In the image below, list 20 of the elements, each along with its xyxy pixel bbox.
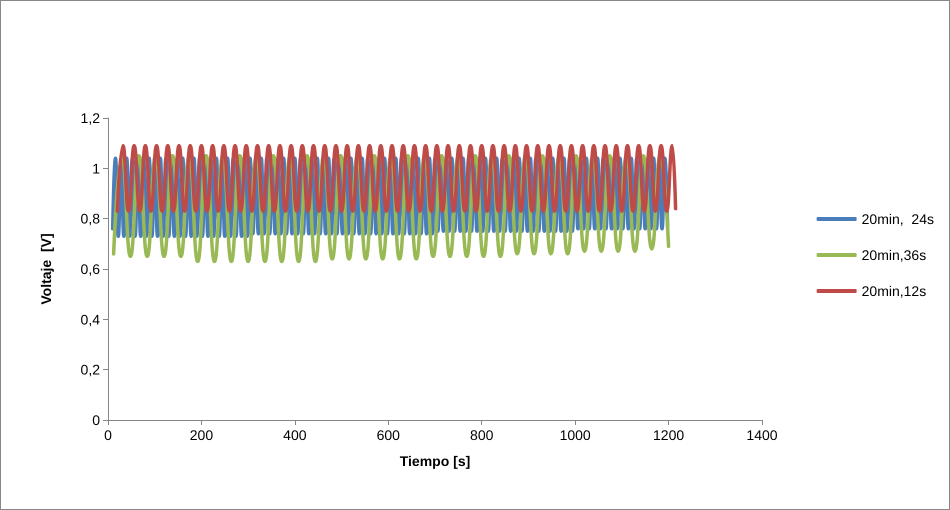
legend-label: 20min,36s	[862, 247, 926, 263]
y-tick-label: 0,8	[80, 210, 100, 227]
y-tick-label: 1	[92, 160, 100, 176]
x-tick-label: 800	[470, 427, 494, 443]
x-tick-label: 400	[283, 427, 307, 443]
legend-label: 20min,12s	[862, 283, 926, 299]
x-tick-label: 0	[104, 427, 112, 443]
legend-label: 20min, 24s	[862, 211, 934, 227]
y-tick-label: 0	[92, 412, 100, 428]
y-axis-title: Voltaje [V]	[38, 233, 54, 305]
x-tick-label: 1200	[652, 427, 684, 443]
x-tick-label: 600	[376, 427, 400, 443]
y-tick-label: 0,4	[80, 311, 100, 328]
x-tick-label: 1000	[560, 427, 591, 443]
x-tick-label: 1400	[746, 427, 778, 443]
y-tick-label: 0,2	[80, 362, 100, 378]
y-tick-label: 0,6	[80, 261, 100, 277]
y-tick-label: 1,2	[80, 110, 100, 126]
x-tick-label: 200	[190, 427, 214, 443]
x-axis-title: Tiempo [s]	[400, 453, 470, 469]
